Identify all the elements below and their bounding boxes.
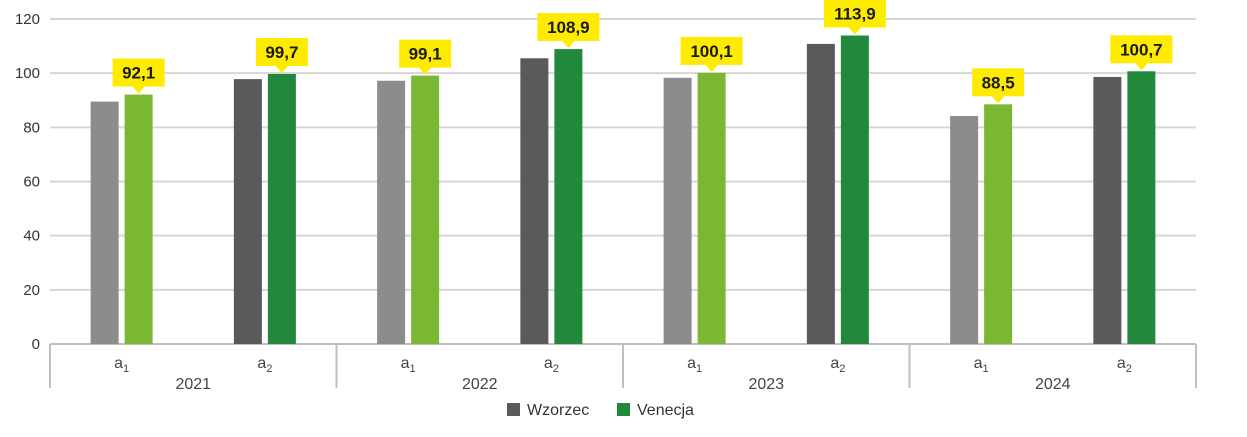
category-label: a1 (974, 355, 989, 375)
data-label: 100,1 (680, 36, 743, 72)
data-label-text: 92,1 (122, 64, 155, 83)
bar-wzorzec (520, 58, 549, 344)
bar-wzorzec (663, 77, 692, 344)
data-label-box (680, 36, 743, 65)
data-label-text: 100,1 (690, 42, 733, 61)
y-tick-label: 80 (23, 119, 40, 136)
y-tick-label: 20 (23, 282, 40, 299)
legend-swatch (617, 403, 630, 416)
data-label-pointer (704, 63, 719, 72)
data-label: 108,9 (537, 13, 600, 49)
data-label-pointer (991, 95, 1006, 104)
legend-label: Wzorzec (527, 402, 589, 419)
bar-venecja (1127, 71, 1156, 344)
category-label: a1 (114, 355, 129, 375)
bar-wzorzec (90, 101, 119, 345)
data-label-pointer (418, 66, 433, 75)
data-label-box (972, 68, 1025, 97)
category-label: a2 (257, 355, 272, 375)
data-label-text: 99,7 (265, 43, 298, 62)
data-label-text: 99,1 (409, 45, 442, 64)
bar-venecja (984, 104, 1013, 344)
data-label-box (112, 58, 165, 87)
legend-label: Venecja (637, 402, 694, 419)
y-tick-label: 100 (15, 65, 40, 82)
data-label-box (255, 37, 308, 66)
data-label-text: 88,5 (982, 73, 1015, 92)
bar-venecja (554, 49, 583, 344)
bar-wzorzec (1093, 76, 1122, 344)
data-label-box (1110, 35, 1173, 64)
year-label: 2023 (748, 376, 784, 393)
bar-wzorzec (950, 115, 979, 344)
data-label: 99,1 (399, 39, 452, 75)
data-label-text: 108,9 (547, 18, 590, 37)
bar-venecja (267, 73, 296, 345)
data-label-pointer (131, 85, 146, 94)
data-label: 92,1 (112, 58, 165, 94)
data-label-text: 113,9 (834, 5, 876, 24)
y-tick-label: 120 (15, 11, 40, 28)
bar-venecja (124, 94, 153, 344)
data-label: 100,7 (1110, 35, 1173, 71)
data-label-pointer (1134, 62, 1149, 71)
data-label-box (823, 0, 886, 28)
bar-wzorzec (377, 80, 406, 344)
category-label: a1 (687, 355, 702, 375)
year-label: 2022 (462, 376, 498, 393)
bar-venecja (697, 72, 726, 344)
category-label: a1 (401, 355, 416, 375)
data-label: 88,5 (972, 68, 1025, 104)
category-label: a2 (1117, 355, 1132, 375)
data-label-pointer (847, 26, 862, 35)
bar-venecja (411, 75, 440, 345)
y-tick-label: 60 (23, 174, 40, 191)
category-label: a2 (544, 355, 559, 375)
data-label-pointer (274, 64, 289, 73)
year-label: 2021 (175, 376, 211, 393)
legend-swatch (507, 403, 520, 416)
data-label: 113,9 (823, 0, 886, 35)
data-label: 99,7 (255, 37, 308, 73)
bar-wzorzec (806, 43, 835, 345)
y-tick-label: 40 (23, 228, 40, 245)
data-label-pointer (561, 40, 576, 49)
bar-wzorzec (233, 79, 262, 344)
data-label-box (537, 13, 600, 42)
data-label-box (399, 39, 452, 68)
y-tick-label: 0 (32, 336, 40, 353)
data-label-text: 100,7 (1120, 40, 1163, 59)
year-label: 2024 (1035, 376, 1071, 393)
bar-venecja (840, 35, 869, 344)
category-label: a2 (830, 355, 845, 375)
